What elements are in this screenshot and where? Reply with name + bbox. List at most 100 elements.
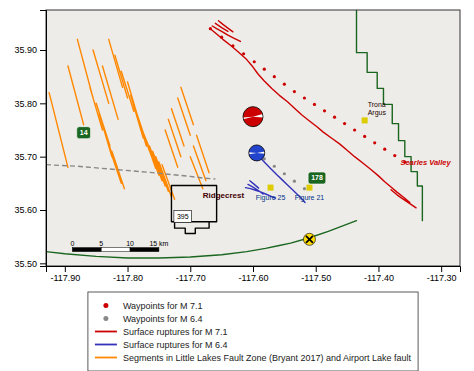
waypoint xyxy=(293,180,296,183)
waypoint xyxy=(323,109,326,112)
waypoint xyxy=(293,90,296,93)
legend-label: Waypoints for M 6.4 xyxy=(123,314,203,324)
legend-item: Surface ruptures for M 6.4 xyxy=(95,340,228,350)
x-tick-mark xyxy=(65,266,66,272)
square-shape xyxy=(362,117,368,123)
waypoint xyxy=(333,116,336,119)
marks xyxy=(46,10,422,258)
waypoint xyxy=(283,83,286,86)
waypoint xyxy=(231,44,234,47)
waypoint xyxy=(209,27,212,30)
annotation: Searles Valley xyxy=(400,158,451,167)
waypoint xyxy=(273,75,276,78)
square-marker xyxy=(268,185,274,191)
legend-symbol xyxy=(95,357,117,359)
x-tick-label: -117.90 xyxy=(50,273,80,283)
annotation-line: Searles Valley xyxy=(400,158,451,167)
highway-shield-label: 178 xyxy=(311,174,323,181)
line-series xyxy=(46,165,215,179)
y-tick: 35.80 xyxy=(14,99,46,109)
waypoint xyxy=(283,172,286,175)
square-marker xyxy=(362,117,368,123)
beachball-bg xyxy=(243,107,263,127)
legend-item: Waypoints for M 7.1 xyxy=(103,301,202,311)
x-tick-mark xyxy=(128,266,129,272)
y-tick-mark xyxy=(40,263,46,264)
legend-symbol xyxy=(103,316,108,321)
annotation: Figure 21 xyxy=(295,194,325,202)
waypoint xyxy=(313,103,316,106)
legend-label: Surface ruptures for M 6.4 xyxy=(123,340,228,350)
annotation-line: Ridgecrest xyxy=(203,191,245,200)
y-tick: 35.50 xyxy=(14,259,46,269)
square-shape xyxy=(268,185,274,191)
beachball-wedge xyxy=(249,145,265,153)
y-tick: 35.90 xyxy=(14,45,46,55)
y-tick-label: 35.80 xyxy=(14,99,37,109)
x-marker xyxy=(303,233,315,245)
legend: Waypoints for M 7.1 Waypoints for M 6.4 Su… xyxy=(88,292,418,371)
x-tick-label: -117.50 xyxy=(301,273,331,283)
x-tick: -117.40 xyxy=(364,266,394,283)
beachball-outline xyxy=(249,145,265,161)
waypoint xyxy=(303,96,306,99)
annotation-line: Argus xyxy=(368,109,387,117)
legend-item: Segments in Little Lakes Fault Zone (Bry… xyxy=(95,353,412,363)
square-shape xyxy=(306,185,312,191)
scale-bar-label: 15 km xyxy=(149,240,168,247)
scale-bar-segment xyxy=(101,248,130,252)
y-tick-mark xyxy=(40,50,46,51)
legend-item: Waypoints for M 6.4 xyxy=(103,314,202,324)
x-tick-mark xyxy=(316,266,317,272)
x-tick-label: -117.70 xyxy=(176,273,206,283)
y-axis-line xyxy=(40,11,47,267)
beachball-bg xyxy=(249,145,265,161)
legend-box xyxy=(88,292,418,371)
square-marker xyxy=(306,185,312,191)
annotations: 051015 km14178395TronaArgusRidgecrestSea… xyxy=(70,101,451,247)
waypoint xyxy=(343,122,346,125)
waypoint xyxy=(303,187,306,190)
x-axis-line xyxy=(47,267,461,273)
annotation: Figure 25 xyxy=(256,194,286,202)
waypoint xyxy=(242,52,245,55)
annotation-line: Figure 21 xyxy=(295,194,325,202)
annotation: TronaArgus xyxy=(368,101,387,117)
y-axis: 35.5035.6035.7035.8035.90 xyxy=(14,11,46,269)
x-tick-mark xyxy=(190,266,191,272)
y-tick-mark xyxy=(40,210,46,211)
highway-shield xyxy=(308,172,326,184)
y-tick-label: 35.90 xyxy=(14,45,37,55)
waypoint xyxy=(263,68,266,71)
annotation: Ridgecrest xyxy=(203,191,245,200)
y-tick-label: 35.70 xyxy=(14,152,37,162)
y-tick-label: 35.50 xyxy=(14,259,37,269)
waypoint xyxy=(220,36,223,39)
scale-bar-segment xyxy=(130,248,159,252)
x-circle xyxy=(303,233,315,245)
x-tick: -117.60 xyxy=(239,266,269,283)
annotation-line: Trona xyxy=(368,101,386,108)
x-tick-label: -117.40 xyxy=(364,273,394,283)
plot-frame xyxy=(46,10,460,266)
legend-symbol xyxy=(103,303,108,308)
x-tick-mark xyxy=(378,266,379,272)
beachball-wedge xyxy=(243,107,263,118)
chart-svg: 051015 km14178395TronaArgusRidgecrestSea… xyxy=(0,0,474,371)
x-tick-label: -117.80 xyxy=(113,273,143,283)
x-tick: -117.80 xyxy=(113,266,143,283)
waypoint xyxy=(273,165,276,168)
plot-root: 051015 km14178395TronaArgusRidgecrestSea… xyxy=(14,10,460,283)
waypoint xyxy=(363,135,366,138)
scale-bar-label: 10 xyxy=(126,240,134,247)
highway-shield xyxy=(77,127,91,139)
x-axis: -117.90 -117.80 -117.70 -117.60 -117.50 -117.… xyxy=(47,266,461,283)
beachball-wedge xyxy=(243,117,263,127)
annotation-line: Figure 25 xyxy=(256,194,286,202)
x-tick: -117.50 xyxy=(301,266,331,283)
x-tick: -117.30 xyxy=(427,266,457,283)
highway-box xyxy=(174,210,192,222)
legend-item: Surface ruptures for M 7.1 xyxy=(95,327,228,337)
beachball-marker xyxy=(243,107,263,127)
line-series xyxy=(210,21,416,208)
